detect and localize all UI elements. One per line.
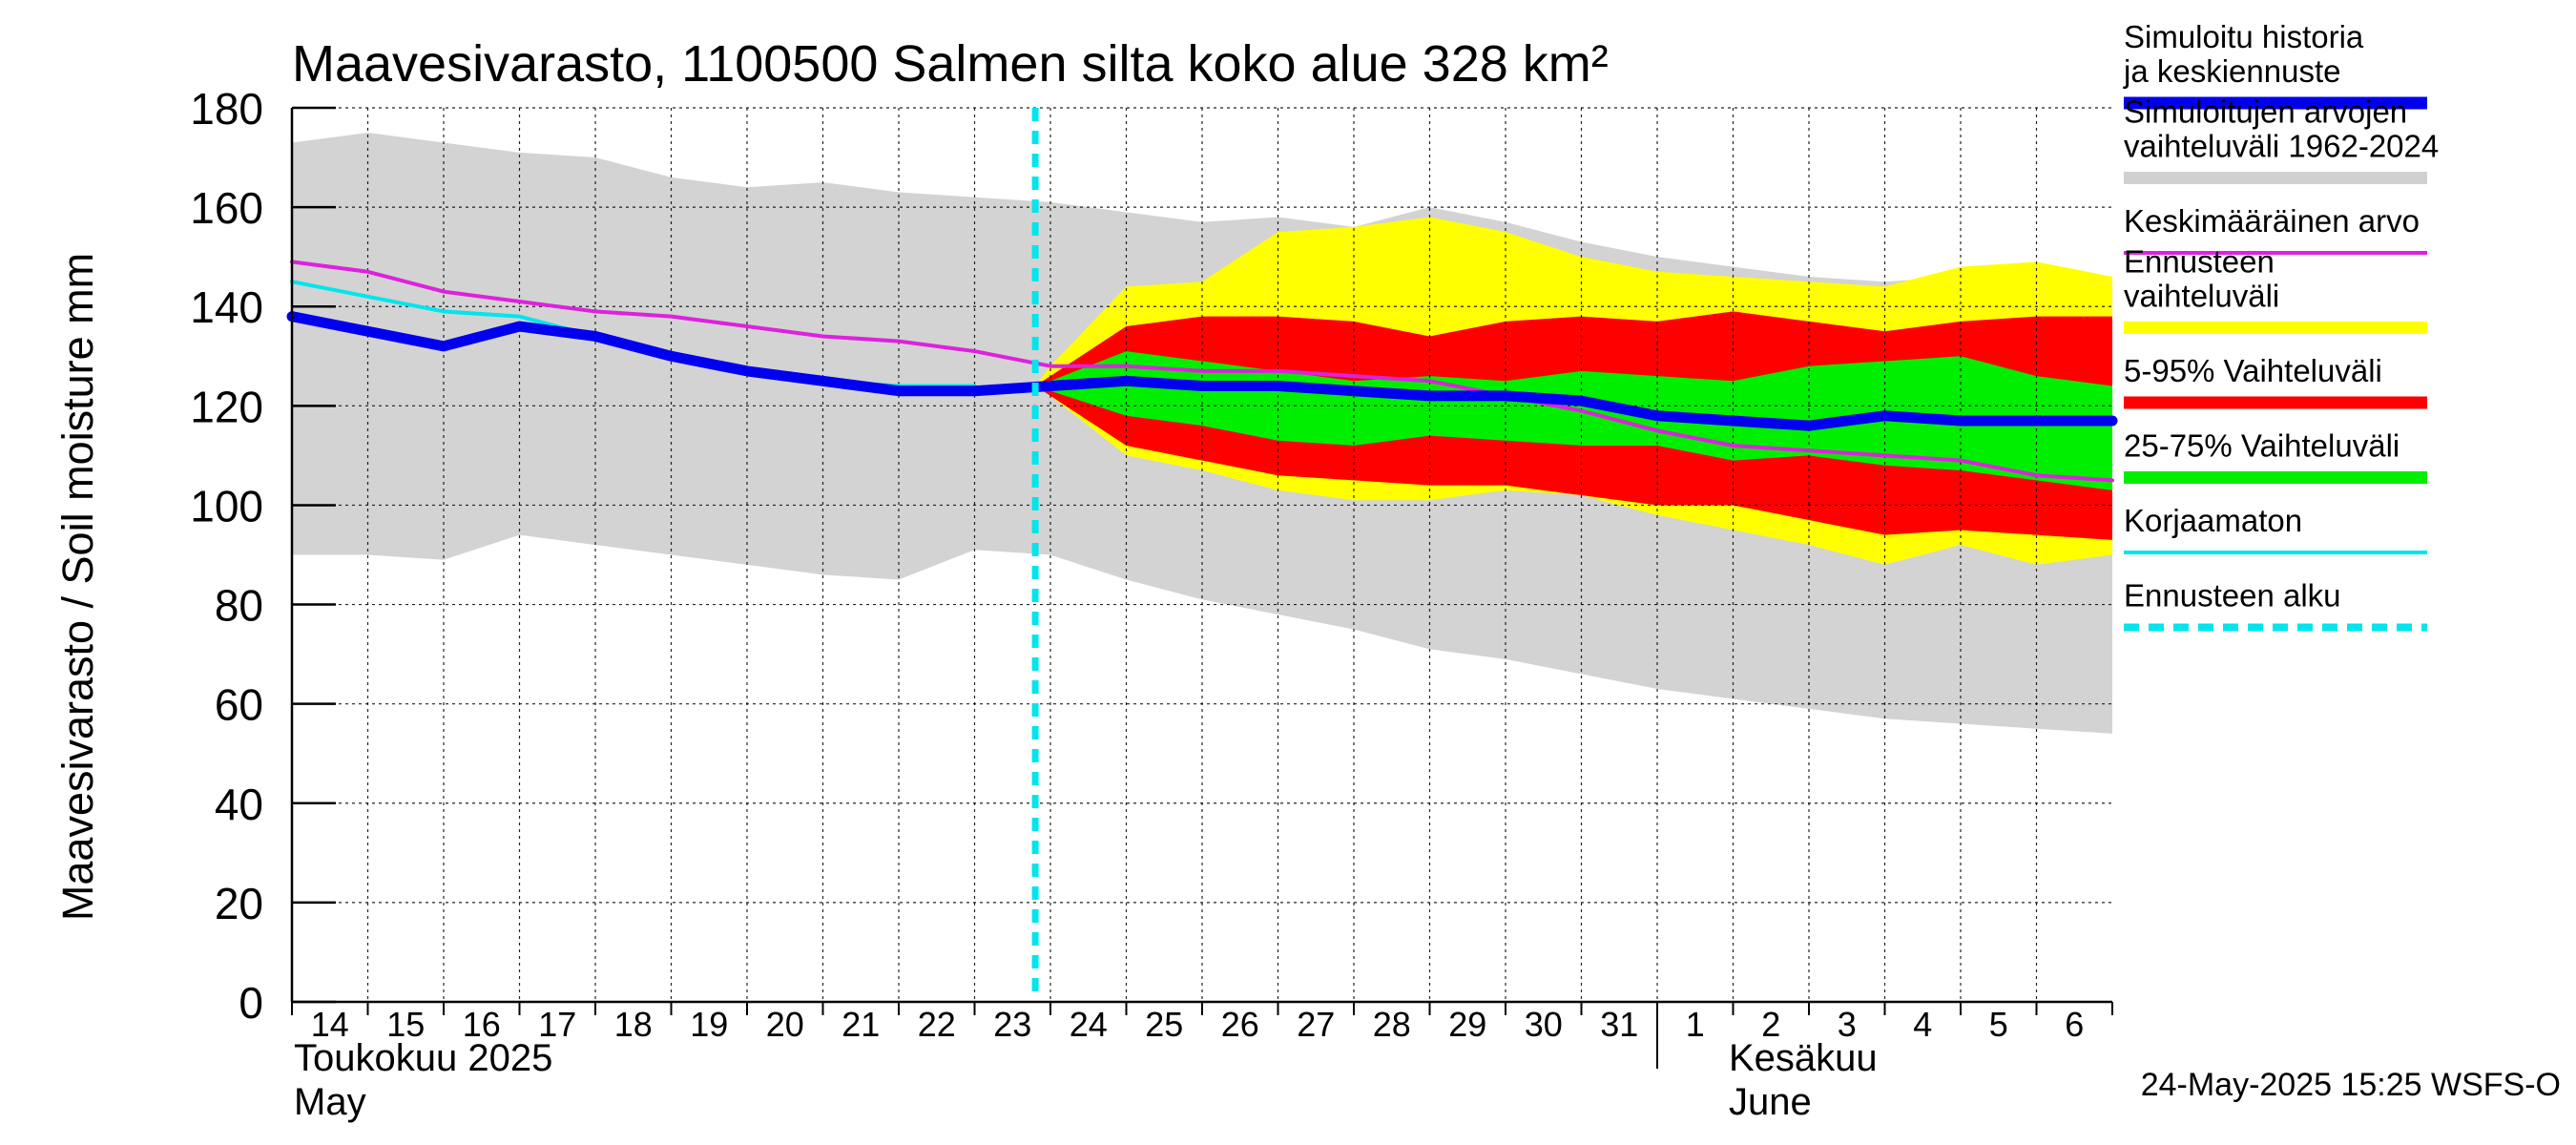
footer-timestamp: 24-May-2025 15:25 WSFS-O [2141, 1067, 2561, 1103]
gridlines [292, 107, 2112, 1002]
x-tick-label: 19 [690, 1005, 728, 1044]
legend-label: Korjaamaton [2124, 503, 2302, 538]
legend-label: vaihteluväli 1962-2024 [2124, 129, 2439, 164]
y-tick-label: 100 [190, 481, 263, 531]
legend-label: Keskimääräinen arvo [2124, 203, 2420, 239]
x-tick-label: 29 [1448, 1005, 1486, 1044]
x-tick-label: 28 [1373, 1005, 1411, 1044]
x-tick-label: 27 [1297, 1005, 1335, 1044]
x-tick-label: 26 [1221, 1005, 1259, 1044]
legend-label: Ennusteen alku [2124, 578, 2341, 614]
legend-label: Ennusteen [2124, 244, 2275, 280]
month-label-may-fi: Toukokuu 2025 [294, 1037, 552, 1079]
legend-label: 5-95% Vaihteluväli [2124, 353, 2382, 388]
x-tick-label: 14 [311, 1005, 349, 1044]
mean-line [290, 260, 2114, 483]
legend-label: ja keskiennuste [2123, 53, 2340, 89]
x-tick-label: 3 [1838, 1005, 1857, 1044]
history-median-line [286, 311, 2118, 431]
month-label-june-en: June [1729, 1081, 1812, 1123]
x-tick-label: 2 [1761, 1005, 1780, 1044]
legend-label: Simuloitujen arvojen [2124, 94, 2407, 130]
x-tick-label: 15 [386, 1005, 425, 1044]
y-tick-label: 120 [190, 382, 263, 431]
x-tick-label: 20 [766, 1005, 804, 1044]
x-tick-label: 17 [538, 1005, 576, 1044]
x-tick-label: 6 [2065, 1005, 2084, 1044]
legend-label: Simuloitu historia [2124, 19, 2364, 54]
legend-label: vaihteluväli [2124, 279, 2279, 314]
y-tick-label: 80 [215, 581, 263, 631]
series-lines [286, 108, 2118, 1002]
y-tick-label: 140 [190, 282, 263, 332]
x-tick-label: 25 [1145, 1005, 1183, 1044]
x-tick-label: 4 [1913, 1005, 1932, 1044]
x-tick-label: 21 [841, 1005, 880, 1044]
y-tick-label: 180 [190, 84, 263, 134]
y-tick-label: 60 [215, 680, 263, 730]
x-tick-label: 18 [614, 1005, 653, 1044]
x-tick-label: 1 [1686, 1005, 1705, 1044]
x-tick-label: 16 [463, 1005, 501, 1044]
y-tick-label: 160 [190, 183, 263, 233]
x-tick-label: 31 [1600, 1005, 1638, 1044]
month-label-may-en: May [294, 1081, 366, 1123]
y-tick-label: 20 [215, 879, 263, 928]
y-tick-labels: 0 20 40 60 80 100 120 140 160 180 [190, 84, 263, 1028]
y-tick-label: 40 [215, 780, 263, 829]
legend-label: 25-75% Vaihteluväli [2124, 428, 2399, 464]
x-tick-label: 5 [1989, 1005, 2008, 1044]
month-label-june-fi: Kesäkuu [1729, 1037, 1878, 1079]
axes [290, 106, 2113, 1069]
y-tick-label: 0 [239, 978, 263, 1028]
x-tick-label: 30 [1525, 1005, 1563, 1044]
x-tick-label: 24 [1070, 1005, 1108, 1044]
x-tick-label: 23 [993, 1005, 1031, 1044]
x-tick-labels: 14 15 16 17 18 19 20 21 22 23 24 25 26 27 28 29 30 31 1 2 3 4… [311, 1005, 2085, 1044]
chart-title: Maavesivarasto, 1100500 Salmen silta kok… [292, 35, 1609, 93]
x-tick-label: 22 [918, 1005, 956, 1044]
y-axis-label: Maavesivarasto / Soil moisture mm [53, 253, 102, 921]
